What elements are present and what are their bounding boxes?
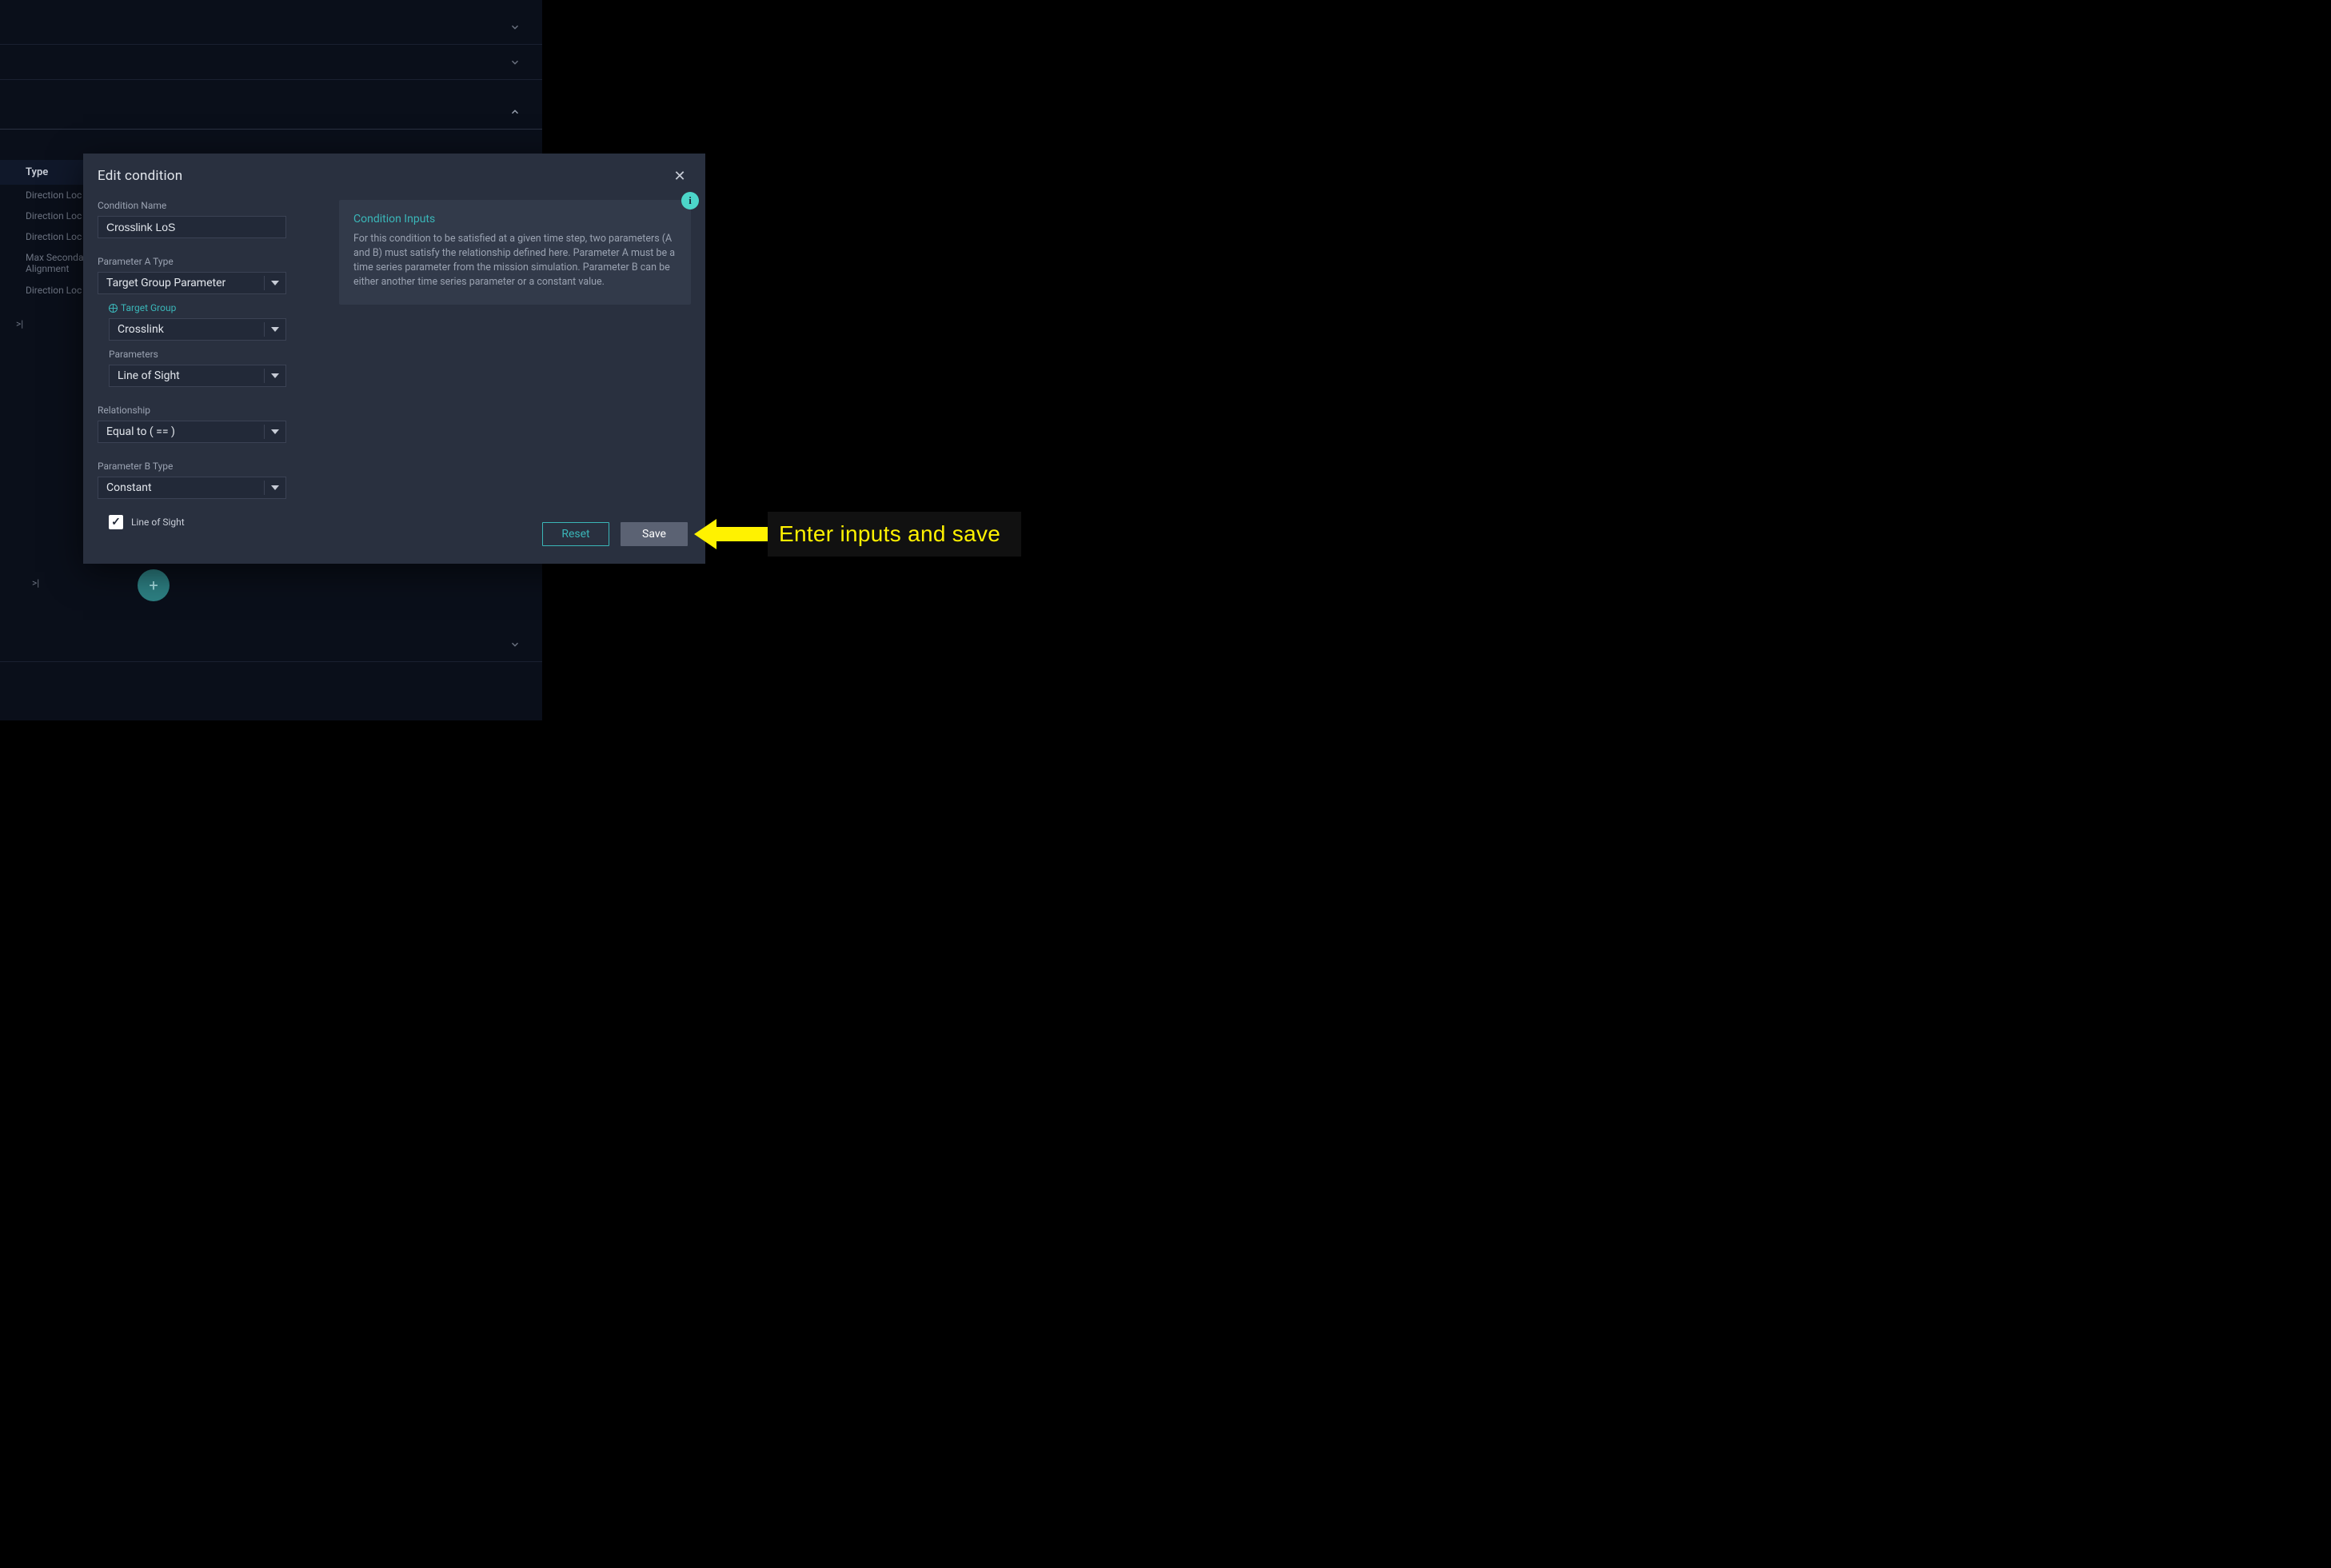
- chevron-down-icon: [264, 425, 279, 439]
- chevron-down-icon: [264, 276, 279, 290]
- los-checkbox-label: Line of Sight: [131, 517, 185, 528]
- plus-icon: +: [149, 576, 158, 595]
- chevron-down-icon: [264, 481, 279, 495]
- chevron-down-icon: [264, 322, 279, 337]
- param-a-type-select[interactable]: Target Group Parameter: [98, 272, 286, 294]
- chevron-down-icon: [264, 369, 279, 383]
- modal-title: Edit condition: [98, 168, 182, 184]
- reset-button[interactable]: Reset: [542, 522, 609, 546]
- type-header: Type: [0, 160, 84, 185]
- condition-name-input[interactable]: [98, 216, 286, 238]
- accordion-row-expanded[interactable]: [0, 98, 542, 130]
- type-item[interactable]: Direction Loc: [0, 185, 84, 205]
- target-group-label[interactable]: Target Group: [109, 302, 286, 313]
- chevron-up-icon: [507, 106, 523, 121]
- save-button[interactable]: Save: [621, 522, 688, 546]
- callout-arrow: [694, 519, 772, 549]
- add-button[interactable]: +: [138, 569, 170, 601]
- chevron-down-icon: [507, 22, 523, 36]
- edit-condition-modal: Edit condition ✕ Condition Name Paramete…: [83, 154, 705, 564]
- target-group-value: Crosslink: [118, 323, 164, 336]
- target-group-select[interactable]: Crosslink: [109, 318, 286, 341]
- type-item[interactable]: Direction Loc: [0, 205, 84, 226]
- globe-icon: [109, 304, 118, 313]
- close-icon: ✕: [673, 168, 685, 185]
- check-icon: ✓: [111, 516, 121, 529]
- info-text: For this condition to be satisfied at a …: [353, 232, 677, 290]
- relationship-select[interactable]: Equal to ( == ): [98, 421, 286, 443]
- param-b-type-label: Parameter B Type: [98, 461, 286, 472]
- info-title: Condition Inputs: [353, 213, 677, 225]
- los-checkbox[interactable]: ✓: [109, 515, 123, 529]
- accordion-row-1[interactable]: [0, 13, 542, 45]
- condition-name-label: Condition Name: [98, 200, 286, 211]
- param-a-type-value: Target Group Parameter: [106, 277, 226, 289]
- type-item[interactable]: Direction Loc: [0, 226, 84, 247]
- chevron-down-icon: [507, 639, 523, 653]
- pager[interactable]: >|: [0, 310, 84, 337]
- relationship-value: Equal to ( == ): [106, 425, 175, 438]
- accordion-row-footer[interactable]: [0, 630, 542, 662]
- parameters-label: Parameters: [109, 349, 286, 360]
- parameters-select[interactable]: Line of Sight: [109, 365, 286, 387]
- close-button[interactable]: ✕: [672, 168, 688, 184]
- chevron-down-icon: [507, 57, 523, 71]
- callout-label: Enter inputs and save: [768, 512, 1021, 557]
- type-item[interactable]: Direction Loc: [0, 280, 84, 301]
- info-panel: i Condition Inputs For this condition to…: [339, 200, 691, 305]
- relationship-label: Relationship: [98, 405, 286, 416]
- info-icon: i: [681, 192, 699, 209]
- parameters-value: Line of Sight: [118, 369, 180, 382]
- type-sidebar: Type Direction Loc Direction Loc Directi…: [0, 160, 84, 337]
- form-column: Condition Name Parameter A Type Target G…: [98, 192, 286, 529]
- param-a-type-label: Parameter A Type: [98, 256, 286, 267]
- pager-2[interactable]: >|: [16, 569, 39, 596]
- param-b-type-select[interactable]: Constant: [98, 477, 286, 499]
- type-item[interactable]: Max Seconda Alignment: [0, 247, 84, 280]
- param-b-type-value: Constant: [106, 481, 152, 494]
- accordion-row-2[interactable]: [0, 48, 542, 80]
